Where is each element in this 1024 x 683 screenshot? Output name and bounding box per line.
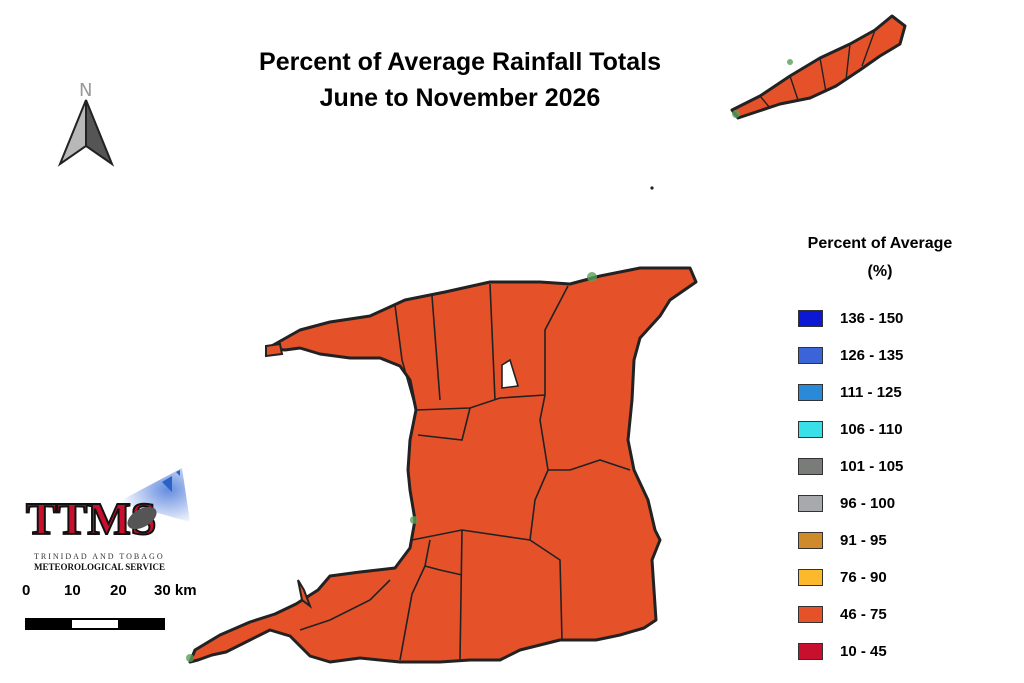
legend: Percent of Average (%) 136 - 150 126 - 13… (780, 230, 990, 670)
legend-label: 91 - 95 (840, 532, 887, 549)
scale-label-10: 10 (64, 582, 81, 599)
north-arrow-icon: N (57, 80, 115, 167)
legend-item: 136 - 150 (780, 300, 990, 337)
legend-label: 96 - 100 (840, 495, 896, 512)
logo-line-1: TRINIDAD AND TOBAGO (34, 552, 165, 561)
legend-label: 136 - 150 (840, 310, 904, 327)
legend-item: 111 - 125 (780, 374, 990, 411)
trinidad-island (188, 266, 698, 664)
district-boundaries (299, 283, 631, 661)
scale-bar-graphic (25, 618, 165, 630)
legend-swatch (798, 606, 823, 623)
legend-items: 136 - 150 126 - 135 111 - 125 106 - 110 101 … (780, 300, 990, 670)
legend-swatch (798, 532, 823, 549)
legend-title-line-2: (%) (867, 263, 893, 280)
legend-swatch (798, 421, 823, 438)
tobago-parish-boundaries (759, 29, 876, 109)
scale-bar: 0 10 20 30 km (20, 582, 220, 630)
legend-label: 126 - 135 (840, 347, 904, 364)
legend-item: 126 - 135 (780, 337, 990, 374)
legend-label: 111 - 125 (840, 384, 902, 401)
scale-segment (72, 620, 118, 628)
map-title: Percent of Average Rainfall Totals June … (130, 44, 790, 116)
coast-accent (186, 654, 194, 662)
legend-item: 96 - 100 (780, 485, 990, 522)
legend-label: 10 - 45 (840, 643, 887, 660)
legend-item: 106 - 110 (780, 411, 990, 448)
coast-accent (732, 110, 740, 118)
legend-swatch (798, 495, 823, 512)
trinidad-northwest-peninsula (265, 342, 284, 358)
legend-item: 46 - 75 (780, 596, 990, 633)
scale-label-30km: 30 km (154, 582, 197, 599)
title-line-2: June to November 2026 (319, 84, 601, 112)
scale-segment (117, 620, 163, 628)
coast-accent (587, 272, 597, 282)
legend-swatch (798, 347, 823, 364)
coast-accent (410, 516, 418, 524)
coast-accents (186, 59, 793, 662)
legend-title-line-1: Percent of Average (807, 235, 953, 252)
scale-segment (27, 620, 73, 628)
legend-item: 76 - 90 (780, 559, 990, 596)
ttms-logo-graphic: TTMS (25, 468, 190, 545)
title-line-1: Percent of Average Rainfall Totals (259, 48, 661, 76)
legend-label: 76 - 90 (840, 569, 887, 586)
legend-item: 10 - 45 (780, 633, 990, 670)
scale-label-0: 0 (22, 582, 31, 599)
legend-label: 101 - 105 (840, 458, 904, 475)
scale-label-20: 20 (110, 582, 127, 599)
small-island-dot (650, 186, 654, 190)
legend-label: 106 - 110 (840, 421, 903, 438)
legend-swatch (798, 310, 823, 327)
legend-item: 91 - 95 (780, 522, 990, 559)
legend-item: 101 - 105 (780, 448, 990, 485)
legend-swatch (798, 384, 823, 401)
logo-line-2: METEOROLOGICAL SERVICE (34, 562, 165, 572)
legend-swatch (798, 458, 823, 475)
legend-title: Percent of Average (%) (780, 230, 990, 286)
tobago-island (650, 14, 907, 190)
trinidad-shape (188, 266, 698, 664)
legend-swatch (798, 643, 823, 660)
scale-labels: 0 10 20 30 km (20, 582, 220, 604)
north-label: N (79, 80, 92, 101)
coast-accent (787, 59, 793, 65)
tobago-shape (730, 14, 907, 120)
ttms-logo: TTMS TRINIDAD AND TOBAGO METEOROLOGICAL … (22, 462, 192, 572)
legend-label: 46 - 75 (840, 606, 887, 623)
legend-swatch (798, 569, 823, 586)
trinidad-southwest-spit (297, 579, 313, 609)
